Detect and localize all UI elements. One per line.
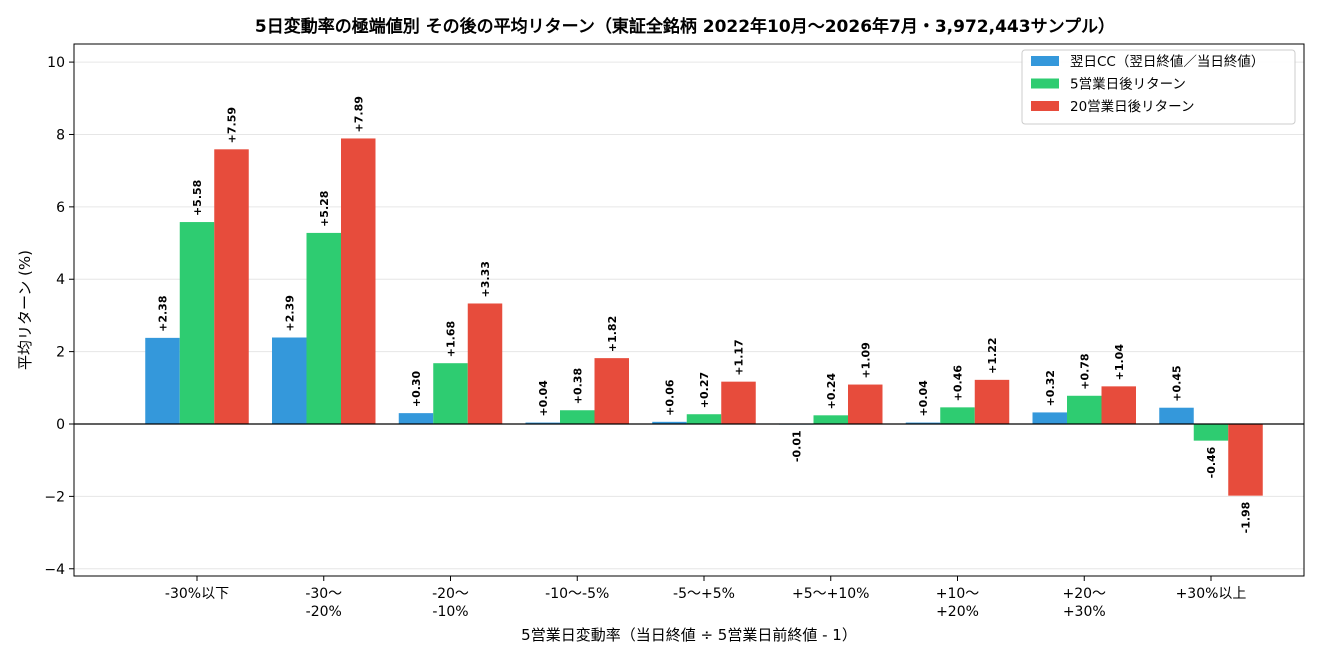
bar-series-1 bbox=[145, 337, 180, 424]
data-labels: +2.38 +2.39 +0.30 +0.04 +0.06 -0.01 +0.04 +0.32… bbox=[157, 96, 1253, 533]
legend-entry: 20営業日後リターン bbox=[1070, 99, 1195, 115]
y-tick-label: −4 bbox=[44, 562, 65, 578]
y-tick-label: 6 bbox=[56, 200, 65, 216]
legend-swatch bbox=[1031, 101, 1059, 111]
x-tick-label: +20〜 bbox=[1062, 586, 1106, 602]
y-tick-label: 10 bbox=[47, 55, 65, 71]
bar-value-label: -0.46 bbox=[1205, 446, 1218, 478]
bar-series-2 bbox=[306, 232, 341, 424]
bar-series-1 bbox=[905, 422, 941, 424]
bar-series-3 bbox=[721, 381, 756, 424]
bar-series-2 bbox=[433, 363, 468, 424]
x-tick-label: +30% bbox=[1063, 604, 1106, 620]
x-tick-label: +20% bbox=[936, 604, 979, 620]
bars bbox=[145, 138, 1263, 496]
legend: 翌日CC（翌日終値／当日終値） 5営業日後リターン 20営業日後リターン bbox=[1021, 49, 1296, 125]
x-axis-label: 5営業日変動率（当日終値 ÷ 5営業日前終値 - 1） bbox=[521, 626, 857, 644]
x-axis-ticks: -30%以下 -30〜 -20% -20〜 -10% -10〜-5% -5〜+5% +5〜+1… bbox=[165, 576, 1247, 620]
bar-series-3 bbox=[467, 303, 503, 424]
bar-value-label: +3.33 bbox=[479, 261, 492, 297]
bar-series-1 bbox=[525, 422, 560, 424]
legend-entry: 5営業日後リターン bbox=[1070, 77, 1186, 93]
bar-series-2 bbox=[813, 415, 848, 424]
legend-entry: 翌日CC（翌日終値／当日終値） bbox=[1070, 54, 1264, 70]
x-tick-label: +10〜 bbox=[936, 586, 980, 602]
bar-value-label: +1.17 bbox=[733, 339, 746, 375]
legend-box bbox=[1021, 49, 1296, 125]
chart-title: 5日変動率の極端値別 その後の平均リターン（東証全銘柄 2022年10月〜202… bbox=[255, 16, 1115, 37]
bar-value-label: +7.89 bbox=[352, 96, 365, 132]
bar-series-3 bbox=[341, 138, 376, 424]
bar-value-label: +0.78 bbox=[1078, 353, 1091, 389]
bar-series-1 bbox=[398, 413, 434, 424]
y-tick-label: 4 bbox=[56, 272, 65, 288]
bar-series-2 bbox=[1067, 395, 1102, 424]
bar-value-label: +7.59 bbox=[226, 107, 239, 143]
gridlines bbox=[74, 61, 1304, 570]
bar-series-2 bbox=[179, 222, 215, 424]
x-tick-label: +5〜+10% bbox=[792, 586, 870, 602]
bar-series-1 bbox=[272, 337, 307, 424]
bar-value-label: +0.06 bbox=[664, 379, 677, 416]
bar-series-2 bbox=[940, 407, 975, 424]
bar-series-2 bbox=[560, 410, 595, 424]
x-tick-label: -30〜 bbox=[305, 586, 342, 602]
y-tick-label: 8 bbox=[56, 127, 65, 143]
bar-series-2 bbox=[686, 414, 722, 424]
legend-swatch bbox=[1031, 56, 1059, 66]
bar-series-1 bbox=[1159, 407, 1194, 424]
bar-value-label: +0.32 bbox=[1044, 370, 1057, 406]
x-tick-label: +30%以上 bbox=[1176, 586, 1247, 602]
bar-value-label: +0.46 bbox=[952, 365, 965, 402]
plot-frame bbox=[73, 43, 1305, 577]
bar-series-3 bbox=[594, 358, 629, 424]
bar-value-label: +2.39 bbox=[283, 295, 296, 331]
bar-value-label: +0.38 bbox=[571, 368, 584, 404]
y-tick-label: 0 bbox=[56, 417, 65, 433]
bar-series-3 bbox=[974, 379, 1010, 424]
bar-series-1 bbox=[652, 421, 687, 424]
bar-value-label: +0.24 bbox=[825, 373, 838, 410]
y-tick-label: 2 bbox=[56, 345, 65, 361]
bar-value-label: -1.98 bbox=[1240, 502, 1253, 534]
bar-value-label: +1.68 bbox=[445, 321, 458, 357]
bar-value-label: +0.27 bbox=[698, 372, 711, 408]
y-tick-label: −2 bbox=[44, 489, 65, 505]
bar-value-label: +1.82 bbox=[606, 316, 619, 352]
x-tick-label: -20〜 bbox=[432, 586, 469, 602]
x-tick-label: -20% bbox=[306, 604, 342, 620]
bar-value-label: +0.04 bbox=[917, 380, 930, 417]
y-axis-ticks: −4 −2 0 2 4 6 8 10 bbox=[44, 55, 74, 578]
bar-series-3 bbox=[214, 149, 249, 425]
x-tick-label: -10% bbox=[432, 604, 468, 620]
legend-swatch bbox=[1031, 78, 1059, 89]
x-tick-label: -10〜-5% bbox=[545, 586, 609, 602]
bar-value-label: +5.28 bbox=[318, 191, 331, 227]
bar-value-label: +0.30 bbox=[410, 370, 423, 407]
bar-value-label: -0.01 bbox=[790, 430, 803, 462]
x-tick-label: -5〜+5% bbox=[673, 586, 735, 602]
bar-value-label: +0.45 bbox=[1171, 365, 1184, 401]
bar-series-3 bbox=[848, 384, 883, 424]
bar-series-3 bbox=[1101, 386, 1136, 424]
bar-value-label: +1.09 bbox=[859, 342, 872, 378]
bar-series-1 bbox=[1032, 412, 1067, 424]
bar-value-label: +1.04 bbox=[1113, 344, 1126, 381]
bar-series-2 bbox=[1193, 424, 1229, 441]
y-axis-label: 平均リターン (%) bbox=[16, 250, 34, 370]
x-tick-label: -30%以下 bbox=[165, 586, 229, 602]
bar-series-3 bbox=[1228, 424, 1263, 496]
bar-value-label: +1.22 bbox=[986, 337, 999, 373]
bar-value-label: +0.04 bbox=[537, 380, 550, 417]
bar-value-label: +2.38 bbox=[157, 296, 170, 332]
bar-value-label: +5.58 bbox=[191, 180, 204, 216]
